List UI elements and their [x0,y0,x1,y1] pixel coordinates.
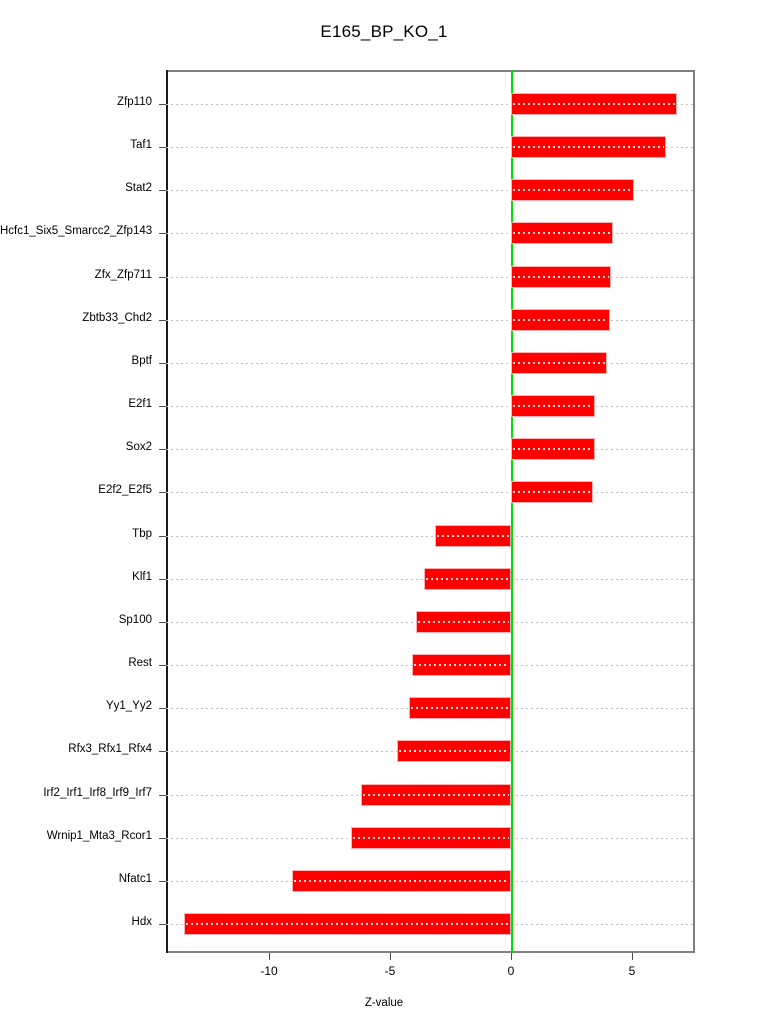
panel-border-right [693,70,695,953]
y-tick-mark [159,362,166,364]
bar-Taf1 [511,136,666,159]
y-tick-mark [159,319,166,321]
y-tick-label-Sp100: Sp100 [118,613,152,626]
plot-area [166,70,695,953]
y-tick-mark [159,880,166,882]
y-tick-mark [159,233,166,235]
x-axis-title: Z-value [364,997,404,1009]
bar-Nfatc1 [291,869,511,892]
y-tick-label-E2f1: E2f1 [128,398,152,411]
bar-Wrnip1_Mta3_Rcor1 [351,826,511,849]
y-tick-mark [159,406,166,408]
x-tick-mark [632,953,633,960]
y-tick-label-Zfp110: Zfp110 [117,96,152,108]
gridline [166,492,695,494]
bar-E2f1 [511,395,595,418]
bar-Yy1_Yy2 [409,697,511,720]
panel-border-bottom [166,951,695,953]
bar-Rest [412,654,511,677]
gridline [166,535,695,537]
x-tick-mark [390,953,391,960]
x-tick-label--5: -5 [384,964,396,978]
gridline [166,449,695,451]
bar-Zfp110 [511,93,677,115]
y-tick-mark [159,924,166,925]
y-tick-label-Sox2: Sox2 [125,441,152,454]
bar-Zbtb33_Chd2 [511,308,610,331]
bar-Sp100 [415,610,511,633]
x-tick-label-5: 5 [628,964,636,978]
bar-Rfx3_Rfx1_Rfx4 [396,740,511,763]
y-tick-mark [159,708,166,710]
y-tick-label-Hcfc1_Six5_Smarcc2_Zfp143: Hcfc1_Six5_Smarcc2_Zfp143 [0,225,153,238]
gridline [166,406,695,408]
gridline [166,319,695,321]
y-tick-label-Taf1: Taf1 [130,139,152,152]
y-tick-label-E2f2_E2f5: E2f2_E2f5 [98,484,152,497]
y-tick-mark [159,449,166,451]
bar-Tbp [435,524,511,547]
bar-Klf1 [423,567,511,590]
gridline [166,147,695,149]
y-tick-label-Zbtb33_Chd2: Zbtb33_Chd2 [82,311,152,324]
y-tick-mark [159,837,166,839]
x-tick-mark [511,953,512,960]
y-tick-mark [159,751,166,753]
bar-Irf2_Irf1_Irf8_Irf9_Irf7 [360,783,511,806]
gridline [166,276,695,278]
y-tick-mark [159,147,166,149]
y-tick-label-Bptf: Bptf [131,354,152,367]
bar-Stat2 [511,179,634,202]
y-tick-label-Nfatc1: Nfatc1 [118,872,152,885]
y-tick-mark [159,276,166,278]
y-tick-label-Rest: Rest [128,657,152,670]
bar-Hdx [184,913,511,935]
y-tick-mark [159,665,166,667]
y-tick-label-Wrnip1_Mta3_Rcor1: Wrnip1_Mta3_Rcor1 [46,829,152,842]
y-tick-label-Zfx_Zfp711: Zfx_Zfp711 [94,268,152,281]
gridline [166,362,695,364]
x-tick-label-0: 0 [507,964,515,978]
bar-Zfx_Zfp711 [511,265,611,288]
zero-reference-line [511,70,513,953]
y-tick-label-Yy1_Yy2: Yy1_Yy2 [105,700,152,713]
x-tick-label--10: -10 [260,964,278,978]
y-tick-mark [159,535,166,537]
panel-border-left [166,70,168,953]
bar-Hcfc1_Six5_Smarcc2_Zfp143 [511,222,613,245]
bar-E2f2_E2f5 [511,481,594,504]
y-tick-label-Hdx: Hdx [131,916,152,928]
bar-Bptf [511,351,608,374]
y-tick-label-Stat2: Stat2 [125,182,152,195]
y-tick-label-Rfx3_Rfx1_Rfx4: Rfx3_Rfx1_Rfx4 [68,743,152,756]
y-tick-label-Tbp: Tbp [132,527,152,540]
x-tick-mark [269,953,270,960]
gridline [166,104,695,105]
y-tick-mark [159,492,166,494]
page-title: E165_BP_KO_1 [320,22,448,41]
y-tick-mark [159,794,166,796]
y-tick-mark [159,190,166,192]
y-tick-label-Irf2_Irf1_Irf8_Irf9_Irf7: Irf2_Irf1_Irf8_Irf9_Irf7 [43,786,152,799]
y-tick-mark [159,578,166,580]
gridline [166,190,695,192]
bar-Sox2 [511,438,595,461]
y-tick-mark [159,621,166,623]
y-tick-mark [159,104,166,105]
y-tick-label-Klf1: Klf1 [132,570,152,583]
gridline [166,233,695,235]
panel-border-top [166,70,695,72]
